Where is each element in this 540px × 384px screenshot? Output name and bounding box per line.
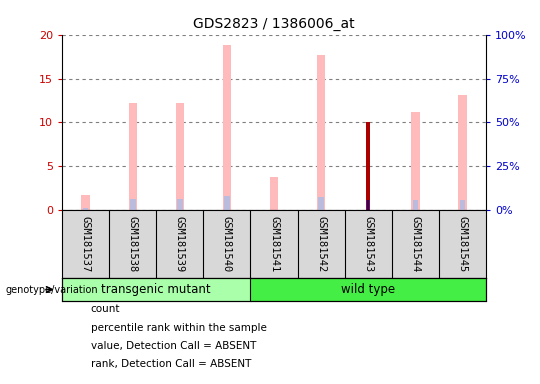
Bar — [82, 195, 90, 210]
Text: genotype/variation: genotype/variation — [5, 285, 98, 295]
Bar — [458, 95, 467, 210]
Text: transgenic mutant: transgenic mutant — [102, 283, 211, 296]
Text: GSM181541: GSM181541 — [269, 216, 279, 272]
Text: GSM181539: GSM181539 — [175, 216, 185, 272]
Text: GSM181542: GSM181542 — [316, 216, 326, 272]
Bar — [318, 197, 324, 210]
Bar — [177, 199, 183, 210]
Text: GSM181538: GSM181538 — [128, 216, 138, 272]
Text: GSM181545: GSM181545 — [457, 216, 468, 272]
Text: value, Detection Call = ABSENT: value, Detection Call = ABSENT — [91, 341, 256, 351]
Bar — [129, 103, 137, 210]
Bar — [413, 200, 418, 210]
Bar — [366, 122, 370, 210]
Bar — [411, 112, 420, 210]
Text: wild type: wild type — [341, 283, 395, 296]
Bar — [62, 278, 251, 301]
Bar — [83, 209, 89, 210]
Bar — [222, 45, 231, 210]
Bar — [224, 196, 230, 210]
Bar — [130, 199, 136, 210]
Bar — [317, 55, 326, 210]
Bar — [251, 278, 486, 301]
Text: rank, Detection Call = ABSENT: rank, Detection Call = ABSENT — [91, 359, 251, 369]
Text: GSM181543: GSM181543 — [363, 216, 373, 272]
Text: count: count — [91, 304, 120, 314]
Bar — [176, 103, 184, 210]
Bar — [270, 177, 278, 210]
Bar — [460, 200, 465, 210]
Text: GSM181537: GSM181537 — [80, 216, 91, 272]
Title: GDS2823 / 1386006_at: GDS2823 / 1386006_at — [193, 17, 355, 31]
Bar — [367, 200, 369, 210]
Text: percentile rank within the sample: percentile rank within the sample — [91, 323, 267, 333]
Text: GSM181544: GSM181544 — [410, 216, 420, 272]
Text: GSM181540: GSM181540 — [222, 216, 232, 272]
